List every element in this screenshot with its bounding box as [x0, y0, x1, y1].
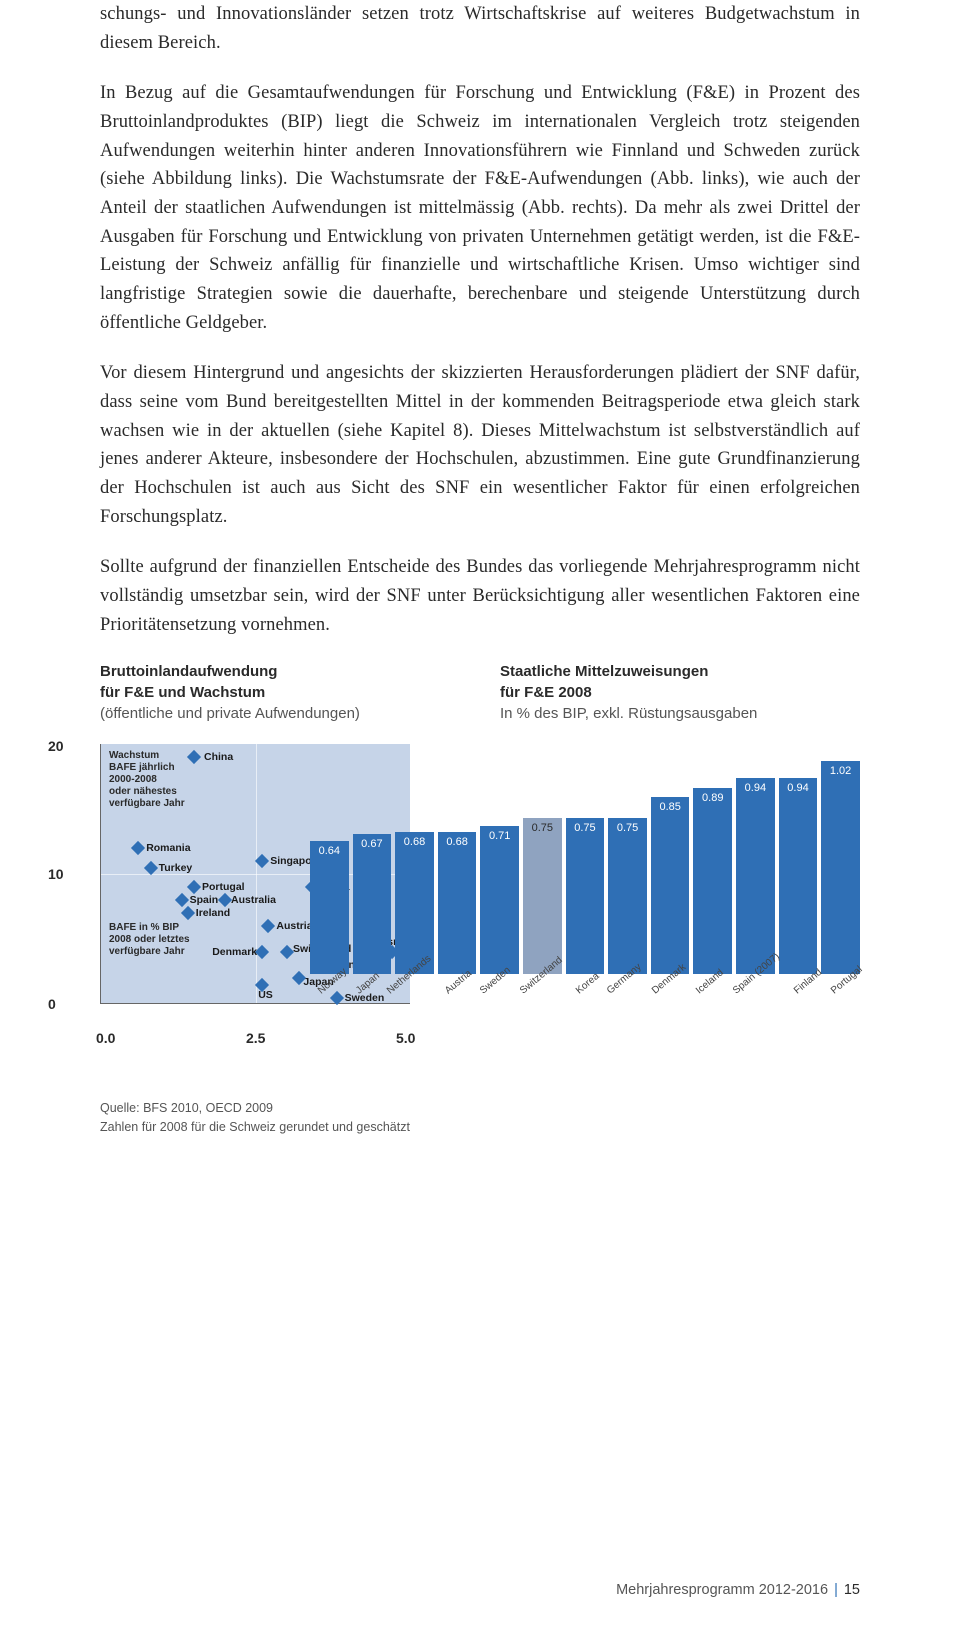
bar-column: 0.75 — [566, 818, 605, 975]
scatter-point — [280, 945, 294, 959]
bar-title-1: Staatliche Mittelzuweisungen — [500, 661, 860, 682]
bar-value-label: 0.67 — [361, 838, 382, 850]
bar-value-label: 0.64 — [319, 845, 340, 857]
source-note: Quelle: BFS 2010, OECD 2009 Zahlen für 2… — [100, 1099, 860, 1137]
scatter-point — [175, 893, 189, 907]
bar-value-label: 0.75 — [574, 822, 595, 834]
scatter-point-label: Portugal — [202, 881, 245, 893]
scatter-point-label: US — [258, 989, 273, 1001]
bar-value-label: 0.89 — [702, 792, 723, 804]
scatter-ytick: 10 — [48, 866, 64, 882]
scatter-x-legend: BAFE in % BIP2008 oder letztesverfügbare… — [109, 922, 190, 958]
scatter-point — [181, 906, 195, 920]
scatter-ytick: 0 — [48, 996, 56, 1012]
scatter-point-label: Spain — [190, 894, 219, 906]
scatter-point-label: China — [204, 751, 233, 763]
scatter-y-legend: WachstumBAFE jährlich2000-2008oder nähes… — [109, 750, 185, 810]
bar-column: 0.68 — [395, 832, 434, 974]
paragraph-2: In Bezug auf die Gesamtaufwendungen für … — [100, 79, 860, 337]
source-line-2: Zahlen für 2008 für die Schweiz gerundet… — [100, 1118, 860, 1137]
scatter-chart: 20 10 0 WachstumBAFE jährlich2000-2008od… — [70, 734, 280, 1024]
scatter-title-block: Bruttoinlandaufwendung für F&E und Wachs… — [100, 661, 460, 724]
bar-column: 0.68 — [438, 832, 477, 974]
scatter-xtick: 0.0 — [96, 1030, 115, 1046]
scatter-title-1: Bruttoinlandaufwendung — [100, 661, 460, 682]
paragraph-1: schungs- und Innovationsländer setzen tr… — [100, 0, 860, 57]
bar-column: 0.94 — [736, 778, 775, 975]
bar-column: 0.75 — [523, 818, 562, 975]
scatter-point — [218, 893, 232, 907]
scatter-ytick: 20 — [48, 738, 64, 754]
scatter-point — [261, 919, 275, 933]
footer-title: Mehrjahresprogramm 2012-2016 — [616, 1582, 828, 1598]
bar-title-2: für F&E 2008 — [500, 682, 860, 703]
scatter-point-label: Denmark — [212, 946, 257, 958]
bar-rect: 0.68 — [438, 832, 477, 974]
paragraph-3: Vor diesem Hintergrund und angesichts de… — [100, 359, 860, 531]
scatter-point-label: Austria — [276, 920, 312, 932]
bar-value-label: 0.75 — [532, 822, 553, 834]
bar-value-label: 0.68 — [446, 836, 467, 848]
bar-value-label: 1.02 — [830, 765, 851, 777]
bar-value-label: 0.75 — [617, 822, 638, 834]
bar-rect: 0.75 — [608, 818, 647, 975]
bar-value-label: 0.85 — [659, 801, 680, 813]
scatter-point-label: Ireland — [196, 907, 230, 919]
scatter-point-label: Turkey — [159, 862, 193, 874]
bar-rect: 0.75 — [566, 818, 605, 975]
scatter-point — [131, 841, 145, 855]
bar-column: 1.02 — [821, 761, 860, 974]
page-footer: Mehrjahresprogramm 2012-2016 | 15 — [616, 1582, 860, 1598]
bar-rect: 0.71 — [480, 826, 519, 974]
bar-column: 0.89 — [693, 788, 732, 974]
bar-rect: 0.67 — [353, 834, 392, 974]
scatter-xtick: 2.5 — [246, 1030, 265, 1046]
bar-rect: 0.64 — [310, 841, 349, 975]
bar-value-label: 0.94 — [745, 782, 766, 794]
bar-column: 0.94 — [779, 778, 818, 975]
bar-value-label: 0.68 — [404, 836, 425, 848]
scatter-title-2: für F&E und Wachstum — [100, 682, 460, 703]
bar-rect: 0.68 — [395, 832, 434, 974]
bar-rect: 0.89 — [693, 788, 732, 974]
bar-value-label: 0.94 — [787, 782, 808, 794]
bar-subtitle: In % des BIP, exkl. Rüstungsausgaben — [500, 703, 860, 724]
bar-column: 0.75 — [608, 818, 647, 975]
bar-rect: 1.02 — [821, 761, 860, 974]
bar-chart: 0.64 0.67 0.68 0.68 0.71 0.75 0.75 0.75 0.85 0.89… — [310, 744, 860, 1034]
bar-column: 0.85 — [651, 797, 690, 975]
bar-rect: 0.94 — [779, 778, 818, 975]
bar-column: 0.71 — [480, 826, 519, 974]
scatter-point-label: Romania — [146, 842, 190, 854]
scatter-subtitle: (öffentliche und private Aufwendungen) — [100, 703, 460, 724]
source-line-1: Quelle: BFS 2010, OECD 2009 — [100, 1099, 860, 1118]
scatter-point — [187, 750, 201, 764]
bar-title-block: Staatliche Mittelzuweisungen für F&E 200… — [500, 661, 860, 724]
bar-rect: 0.85 — [651, 797, 690, 975]
scatter-point — [187, 880, 201, 894]
bar-value-label: 0.71 — [489, 830, 510, 842]
charts-section: Bruttoinlandaufwendung für F&E und Wachs… — [100, 661, 860, 1137]
scatter-point — [255, 854, 269, 868]
bar-x-label: Japan — [354, 971, 382, 997]
bar-rect: 0.75 — [523, 818, 562, 975]
bar-rect: 0.94 — [736, 778, 775, 975]
bar-x-label: Korea — [574, 971, 602, 997]
footer-separator: | — [834, 1582, 838, 1598]
footer-page-number: 15 — [844, 1582, 860, 1598]
scatter-point-label: Australia — [231, 894, 276, 906]
paragraph-4: Sollte aufgrund der finanziellen Entsche… — [100, 553, 860, 639]
bar-column: 0.64 — [310, 841, 349, 975]
bar-column: 0.67 — [353, 834, 392, 974]
scatter-point — [144, 861, 158, 875]
scatter-point — [255, 945, 269, 959]
